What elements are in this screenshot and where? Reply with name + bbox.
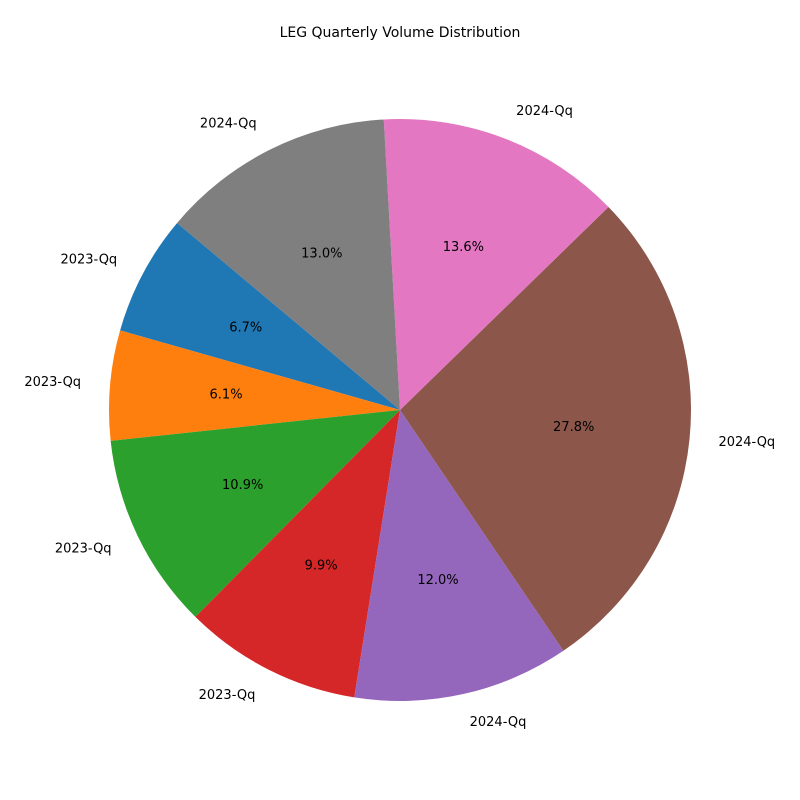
- chart-title: LEG Quarterly Volume Distribution: [280, 25, 521, 41]
- slice-percent-label: 10.9%: [222, 478, 263, 493]
- slice-percent-label: 9.9%: [305, 558, 338, 573]
- slice-percent-label: 12.0%: [417, 573, 458, 588]
- pie-slice-5: [354, 410, 564, 701]
- pie-slice-4: [195, 410, 400, 698]
- pie-slice-2: [108, 330, 400, 441]
- slice-percent-label: 13.6%: [443, 240, 484, 255]
- slice-category-label: 2023-Qq: [60, 253, 117, 268]
- slice-category-label: 2024-Qq: [516, 104, 573, 119]
- slice-percent-label: 27.8%: [553, 420, 594, 435]
- category-labels: 2023-Qq 2023-Qq 2023-Qq 2023-Qq 2024-Qq 2024-…: [24, 104, 775, 730]
- slice-percent-label: 6.1%: [210, 388, 243, 403]
- pie-slice-3: [110, 410, 401, 617]
- pie-slice-7: [383, 119, 609, 410]
- slice-category-label: 2024-Qq: [718, 435, 775, 450]
- slice-category-label: 2023-Qq: [199, 688, 256, 703]
- pie-slice-8: [177, 119, 400, 410]
- pie-slice-1: [120, 222, 400, 410]
- slice-category-label: 2024-Qq: [470, 715, 527, 730]
- slice-category-label: 2023-Qq: [24, 375, 81, 390]
- percent-labels: 6.7% 6.1% 10.9% 9.9% 12.0% 27.8% 13.6% 13.0%: [210, 240, 595, 588]
- pie-slice-6: [400, 206, 692, 651]
- slice-category-label: 2023-Qq: [55, 541, 112, 556]
- pie-slices: [108, 119, 692, 701]
- slice-percent-label: 13.0%: [301, 246, 342, 261]
- slice-category-label: 2024-Qq: [200, 116, 257, 131]
- slice-percent-label: 6.7%: [229, 321, 262, 336]
